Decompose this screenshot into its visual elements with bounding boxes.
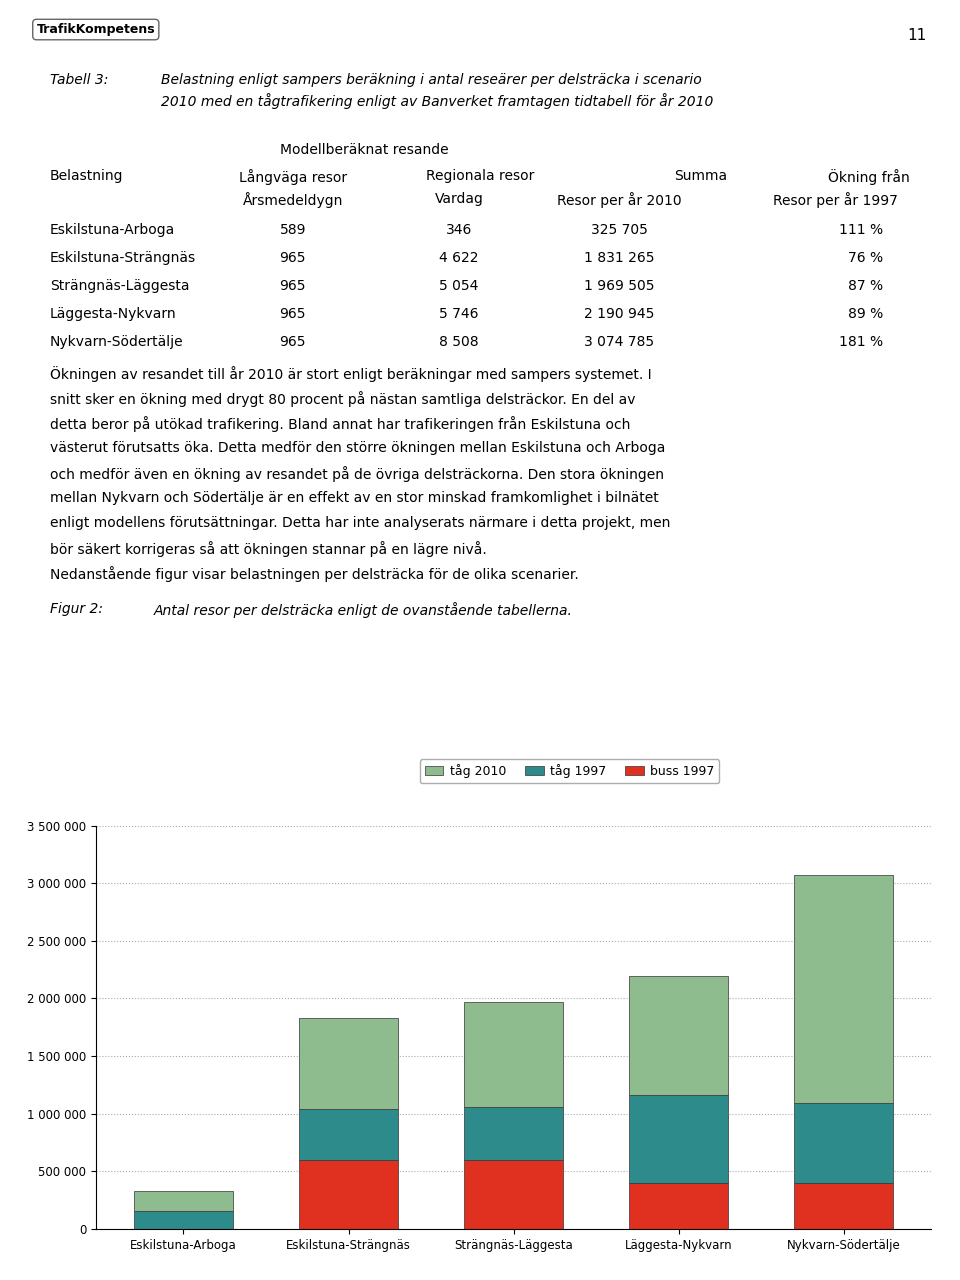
Text: Belastning: Belastning [50, 169, 124, 183]
Text: Eskilstuna-Arboga: Eskilstuna-Arboga [50, 223, 175, 237]
Text: 4 622: 4 622 [439, 251, 479, 265]
Text: snitt sker en ökning med drygt 80 procent på nästan samtliga delsträckor. En del: snitt sker en ökning med drygt 80 procen… [50, 390, 636, 407]
Text: Antal resor per delsträcka enligt de ovanstående tabellerna.: Antal resor per delsträcka enligt de ova… [154, 602, 572, 617]
Text: Långväga resor: Långväga resor [239, 169, 347, 184]
Text: 965: 965 [279, 335, 306, 349]
Text: Regionala resor: Regionala resor [426, 169, 534, 183]
Text: mellan Nykvarn och Södertälje är en effekt av en stor minskad framkomlighet i bi: mellan Nykvarn och Södertälje är en effe… [50, 492, 659, 504]
Text: och medför även en ökning av resandet på de övriga delsträckorna. Den stora ökni: och medför även en ökning av resandet på… [50, 466, 664, 481]
Bar [629, 977, 729, 1096]
Bar [134, 1211, 233, 1229]
Text: TrafikKompetens: TrafikKompetens [36, 23, 156, 36]
Text: Modellberäknat resande: Modellberäknat resande [280, 143, 449, 157]
Text: Summa: Summa [674, 169, 728, 183]
Text: 87 %: 87 % [848, 279, 883, 293]
Text: Resor per år 1997: Resor per år 1997 [773, 192, 898, 207]
Text: Nykvarn-Södertälje: Nykvarn-Södertälje [50, 335, 183, 349]
Text: Läggesta-Nykvarn: Läggesta-Nykvarn [50, 307, 177, 321]
Text: Ökningen av resandet till år 2010 är stort enligt beräkningar med sampers system: Ökningen av resandet till år 2010 är sto… [50, 366, 652, 381]
Text: 589: 589 [279, 223, 306, 237]
Text: 965: 965 [279, 307, 306, 321]
Text: Resor per år 2010: Resor per år 2010 [557, 192, 682, 207]
Text: enligt modellens förutsättningar. Detta har inte analyserats närmare i detta pro: enligt modellens förutsättningar. Detta … [50, 516, 670, 530]
Bar [794, 1103, 893, 1183]
Text: detta beror på utökad trafikering. Bland annat har trafikeringen från Eskilstuna: detta beror på utökad trafikering. Bland… [50, 416, 631, 431]
Bar [299, 1108, 398, 1160]
Text: 2 190 945: 2 190 945 [584, 307, 655, 321]
Bar [794, 1183, 893, 1229]
Text: Ökning från: Ökning från [828, 169, 910, 184]
Text: 965: 965 [279, 279, 306, 293]
Text: 76 %: 76 % [848, 251, 883, 265]
Bar [464, 1107, 564, 1160]
Legend: tåg 2010, tåg 1997, buss 1997: tåg 2010, tåg 1997, buss 1997 [420, 759, 719, 783]
Text: 325 705: 325 705 [590, 223, 648, 237]
Bar [299, 1160, 398, 1229]
Text: Eskilstuna-Strängnäs: Eskilstuna-Strängnäs [50, 251, 196, 265]
Text: 346: 346 [445, 223, 472, 237]
Text: 3 074 785: 3 074 785 [584, 335, 655, 349]
Text: 5 054: 5 054 [439, 279, 479, 293]
Text: Nedanstående figur visar belastningen per delsträcka för de olika scenarier.: Nedanstående figur visar belastningen pe… [50, 566, 579, 581]
Text: Figur 2:: Figur 2: [50, 602, 103, 616]
Text: Årsmedeldygn: Årsmedeldygn [243, 192, 343, 207]
Text: 1 831 265: 1 831 265 [584, 251, 655, 265]
Text: 8 508: 8 508 [439, 335, 479, 349]
Text: 111 %: 111 % [839, 223, 883, 237]
Bar [299, 1018, 398, 1108]
Bar [629, 1183, 729, 1229]
Bar [794, 874, 893, 1103]
Text: 11: 11 [907, 28, 926, 44]
Text: 965: 965 [279, 251, 306, 265]
Bar [134, 1192, 233, 1211]
Bar [464, 1160, 564, 1229]
Text: 5 746: 5 746 [439, 307, 479, 321]
Text: 89 %: 89 % [848, 307, 883, 321]
Text: Tabell 3:: Tabell 3: [50, 73, 108, 87]
Text: Vardag: Vardag [435, 192, 483, 206]
Bar [464, 1002, 564, 1107]
Bar [629, 1096, 729, 1183]
Text: 181 %: 181 % [839, 335, 883, 349]
Text: västerut förutsatts öka. Detta medför den större ökningen mellan Eskilstuna och : västerut förutsatts öka. Detta medför de… [50, 440, 665, 454]
Text: bör säkert korrigeras så att ökningen stannar på en lägre nivå.: bör säkert korrigeras så att ökningen st… [50, 541, 487, 557]
Text: Belastning enligt sampers beräkning i antal reseärer per delsträcka i scenario
2: Belastning enligt sampers beräkning i an… [161, 73, 713, 109]
Text: 1 969 505: 1 969 505 [584, 279, 655, 293]
Text: Strängnäs-Läggesta: Strängnäs-Läggesta [50, 279, 189, 293]
